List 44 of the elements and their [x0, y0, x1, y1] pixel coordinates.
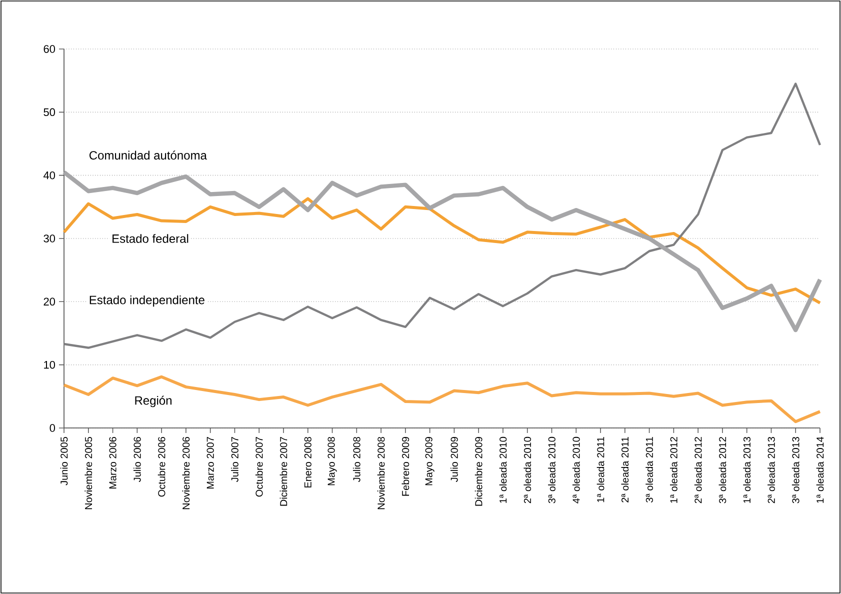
text: Estado independiente — [90, 295, 204, 307]
x-tick-label: 3ª oleada 2013 — [792, 436, 800, 504]
x-tick-label: 1ª oleada 2014 — [816, 436, 824, 503]
x-tick-label: 3ª oleada 2010 — [548, 436, 556, 504]
x-tick-label: 3ª oleada 2012 — [718, 437, 726, 504]
x-tick-label: Noviembre 2006 — [182, 436, 190, 510]
series-label: Región — [135, 396, 172, 408]
y-tick-label: 20 — [44, 298, 56, 306]
text: Comunidad autónoma — [90, 150, 207, 160]
x-tick-label: 2ª oleada 2011 — [621, 437, 629, 502]
x-tick-label: 1ª oleada 2013 — [743, 436, 751, 503]
x-tick-label: Noviembre 2005 — [84, 436, 92, 510]
x-tick-label: Julio 2006 — [133, 436, 141, 482]
y-tick-label: 60 — [44, 45, 56, 53]
x-tick-label: Febrero 2009 — [402, 437, 410, 496]
x-tick-label: Julio 2007 — [231, 437, 238, 482]
series-label: Estado federal — [112, 234, 188, 243]
x-tick-label: Marzo 2006 — [109, 436, 116, 489]
x-tick-label: Marzo 2007 — [206, 437, 214, 489]
y-tick-label: 30 — [44, 234, 56, 242]
y-tick-label: 50 — [44, 108, 56, 116]
line-series — [62, 170, 822, 332]
x-tick-label: Enero 2008 — [304, 436, 312, 488]
x-tick-label: Octubre 2006 — [158, 436, 166, 497]
x-tick-label: 2ª oleada 2013 — [768, 436, 775, 504]
x-tick-label: Octubre 2007 — [255, 437, 263, 497]
x-tick-label: Mayo 2008 — [328, 436, 337, 486]
x-tick-label: 1ª oleada 2011 — [596, 437, 604, 502]
x-tick-label: 2ª oleada 2012 — [694, 437, 702, 504]
y-tick-label: 10 — [44, 360, 56, 369]
x-tick-label: 1ª oleada 2012 — [670, 437, 678, 503]
y-tick-label: 40 — [43, 171, 56, 180]
x-tick-label: Diciembre 2007 — [280, 437, 288, 506]
x-tick-label: 3ª oleada 2011 — [646, 437, 653, 502]
x-tick-label: Noviembre 2008 — [377, 436, 385, 510]
x-tick-label: Mayo 2009 — [425, 437, 434, 486]
x-tick-label: 1ª oleada 2010 — [499, 436, 507, 503]
x-tick-label: Diciembre 2009 — [474, 437, 482, 506]
x-tick-label: Julio 2008 — [352, 436, 360, 482]
x-tick-label: Julio 2009 — [450, 437, 458, 482]
x-tick-label: 2ª oleada 2010 — [524, 436, 532, 504]
y-tick-label: 0 — [50, 424, 56, 432]
x-tick-label: 4ª oleada 2010 — [572, 436, 580, 504]
x-tick-label: Junio 2005 — [60, 436, 68, 486]
